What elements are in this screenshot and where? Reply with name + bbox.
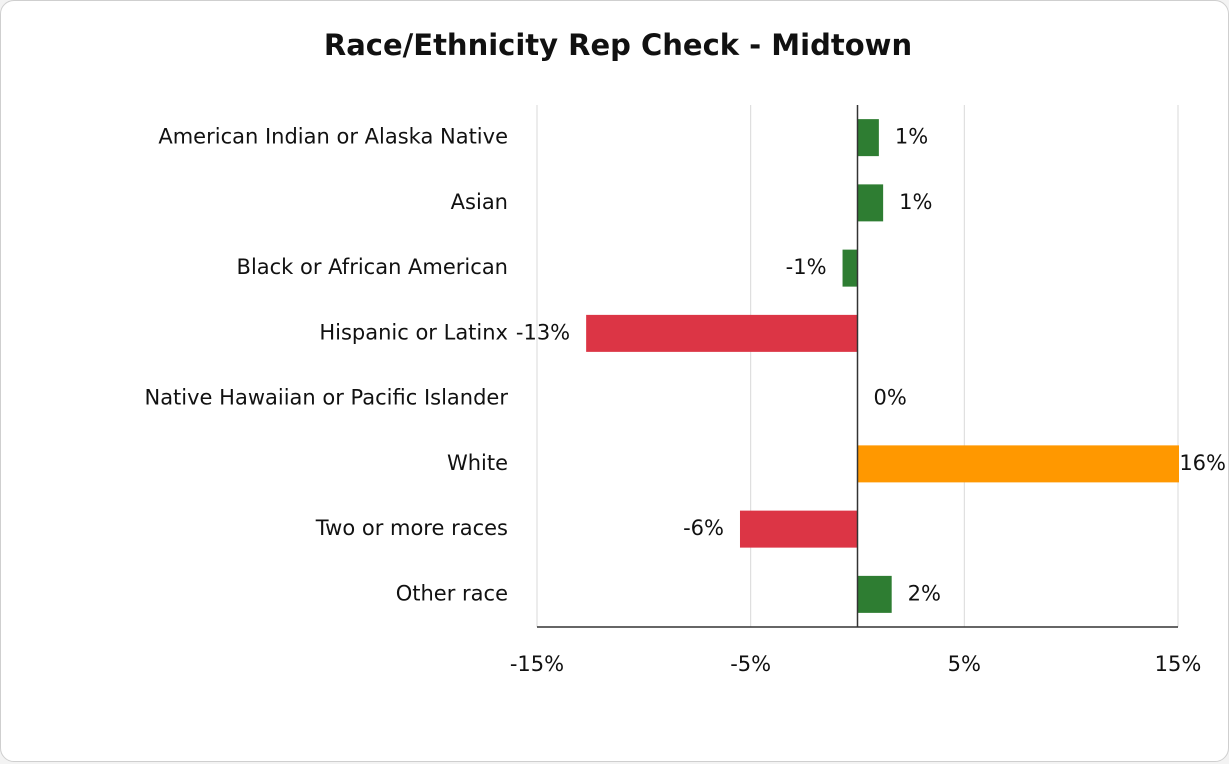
value-label: 1%	[895, 125, 928, 149]
value-label: 0%	[874, 386, 907, 410]
category-label: Black or African American	[237, 255, 508, 279]
category-label: White	[447, 451, 508, 475]
value-label: 16%	[1179, 451, 1226, 475]
bar	[586, 314, 858, 352]
chart-title: Race/Ethnicity Rep Check - Midtown	[324, 28, 912, 62]
value-label: 1%	[899, 190, 932, 214]
value-label: -1%	[786, 255, 827, 279]
category-label: Asian	[451, 190, 508, 214]
bar	[739, 510, 858, 548]
category-label: Other race	[396, 581, 508, 605]
value-label: -6%	[683, 516, 724, 540]
bar	[842, 249, 858, 287]
x-tick-label: -15%	[510, 652, 564, 676]
value-label: 2%	[908, 581, 941, 605]
bars	[586, 119, 1179, 613]
x-tick-label: 15%	[1155, 652, 1202, 676]
x-tick-label: 5%	[948, 652, 981, 676]
bar	[857, 119, 879, 157]
category-label: Native Hawaiian or Pacific Islander	[144, 386, 508, 410]
bar	[857, 445, 1179, 483]
category-label: Two or more races	[315, 516, 508, 540]
category-label: American Indian or Alaska Native	[158, 125, 508, 149]
bar	[857, 575, 892, 613]
category-label: Hispanic or Latinx	[319, 320, 508, 344]
value-label: -13%	[516, 320, 570, 344]
x-tick-label: -5%	[730, 652, 771, 676]
bar	[857, 184, 884, 222]
